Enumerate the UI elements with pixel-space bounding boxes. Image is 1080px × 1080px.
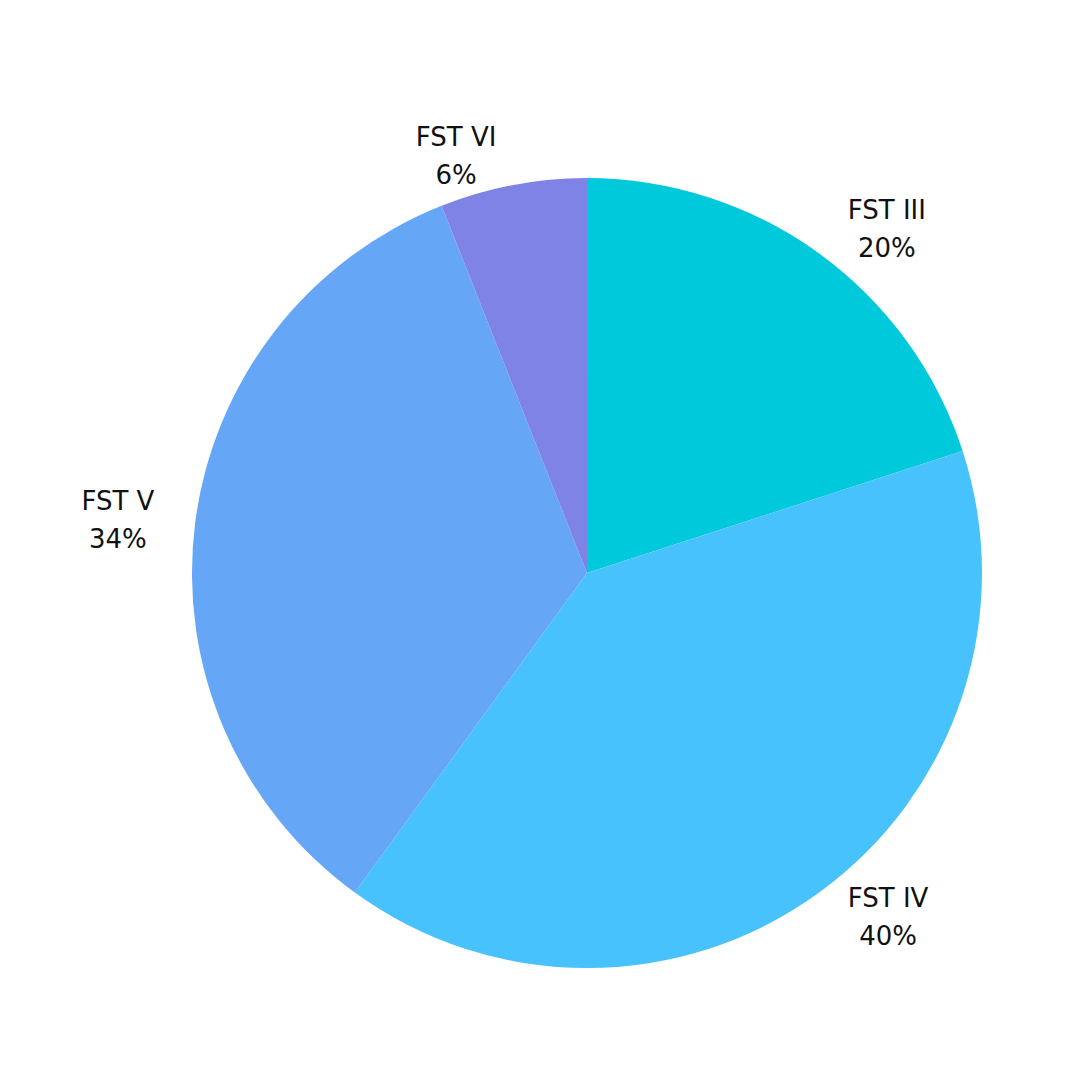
svg-text:34%: 34% [89, 524, 147, 554]
svg-text:FST VI: FST VI [416, 122, 497, 152]
svg-text:6%: 6% [435, 160, 476, 190]
svg-text:FST III: FST III [848, 195, 926, 225]
svg-text:20%: 20% [858, 233, 916, 263]
svg-text:FST V: FST V [81, 486, 154, 516]
svg-text:FST IV: FST IV [848, 883, 929, 913]
svg-text:40%: 40% [859, 921, 917, 951]
